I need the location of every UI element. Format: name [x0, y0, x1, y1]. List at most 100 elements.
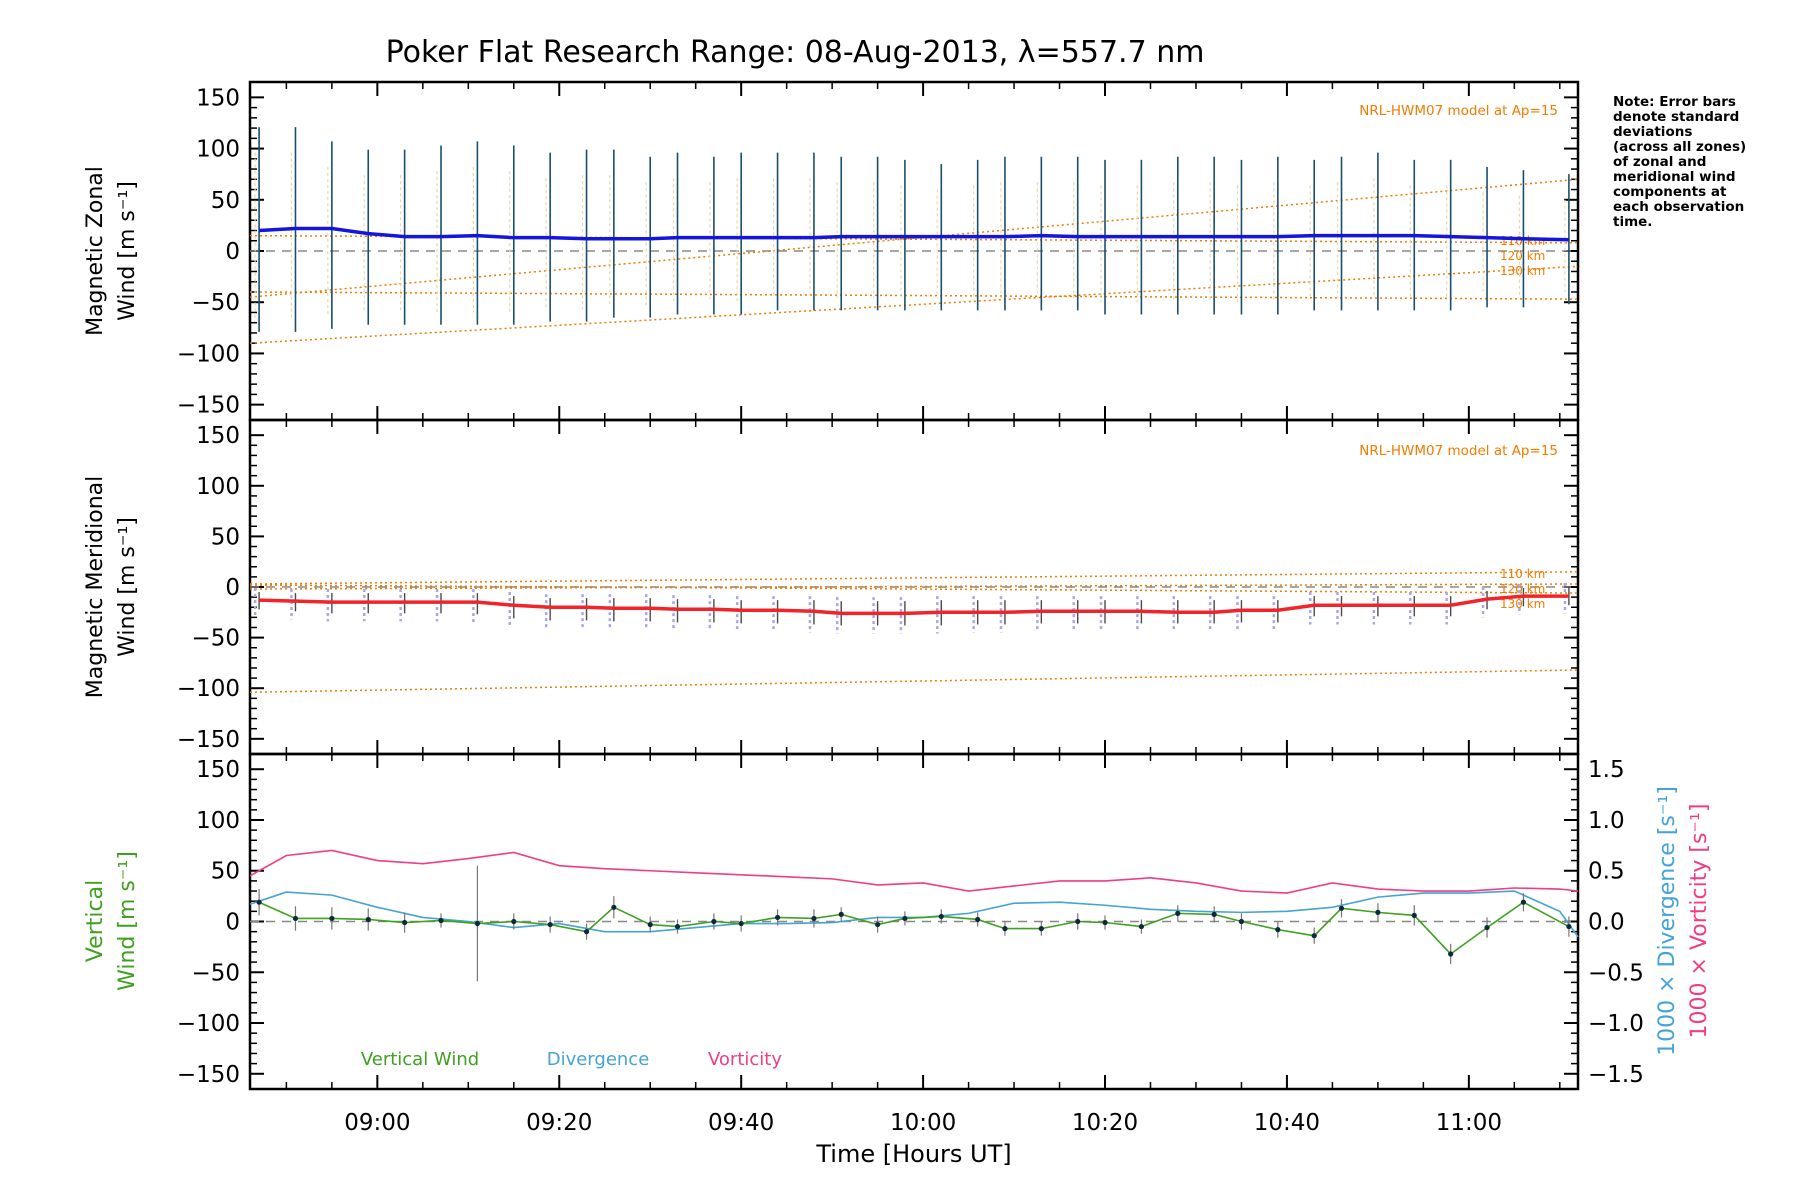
- y-tick-label: −50: [191, 290, 240, 316]
- meridional-ylabel: Magnetic Meridional Wind [m s⁻¹]: [83, 476, 140, 698]
- model-line: [249, 291, 1579, 300]
- vorticity-line: [249, 849, 1579, 894]
- axis-ticks-layer: 150 100 50 0 −50 −100 −150 150 100 50 0 −50 −100 −150…: [177, 82, 1644, 1136]
- divergence-label: 1000 × Divergence [s⁻¹]: [1655, 786, 1680, 1056]
- meridional-ylabel-line1: Magnetic Meridional: [83, 476, 108, 698]
- right-tick-label: −1.0: [1588, 1011, 1644, 1037]
- note-line: (across all zones): [1613, 139, 1746, 155]
- vertical-wind-point: [1448, 951, 1454, 957]
- vertical-ylabel: Vertical Wind [m s⁻¹]: [83, 851, 140, 991]
- vertical-wind-point: [329, 915, 335, 922]
- vertical-wind-point: [1002, 926, 1008, 932]
- vertical-wind-point: [583, 929, 590, 935]
- zonal-model-label: NRL-HWM07 model at Ap=15: [1359, 103, 1558, 119]
- note-line: denote standard: [1613, 109, 1739, 125]
- right-tick-label: 1.5: [1588, 757, 1625, 783]
- vorticity-label: 1000 × Vorticity [s⁻¹]: [1687, 804, 1712, 1039]
- vertical-wind-point: [256, 899, 262, 905]
- meridional-mean-line: [259, 594, 1569, 616]
- vertical-wind-point: [1566, 923, 1572, 930]
- y-tick-label: 0: [225, 575, 240, 601]
- vertical-wind-point: [292, 915, 299, 922]
- model-line: [249, 584, 1579, 594]
- vertical-wind-point: [1411, 912, 1417, 919]
- y-tick-label: 50: [211, 188, 240, 214]
- note-line: deviations: [1613, 124, 1692, 140]
- note-line: Note: Error bars: [1613, 94, 1736, 110]
- x-tick-label: 10:00: [890, 1110, 956, 1136]
- vertical-wind-point: [438, 917, 444, 924]
- data-layer: [249, 127, 1579, 982]
- vertical-wind-point: [611, 904, 617, 910]
- vertical-wind-point: [674, 923, 681, 930]
- right-tick-label: −0.5: [1588, 960, 1644, 986]
- y-tick-label: −50: [191, 626, 240, 652]
- vertical-wind-point: [811, 915, 817, 922]
- note-line: each observation: [1613, 199, 1744, 215]
- vertical-wind-point: [774, 914, 781, 921]
- vertical-wind-point: [365, 916, 371, 923]
- y-tick-label: 150: [196, 85, 240, 111]
- y-tick-label: 100: [196, 137, 240, 163]
- vertical-wind-point: [1338, 905, 1345, 911]
- vertical-wind-point: [1102, 919, 1108, 926]
- vertical-wind-point: [938, 913, 944, 920]
- right-tick-label: 0.0: [1588, 910, 1625, 936]
- x-tick-label: 11:00: [1436, 1110, 1502, 1136]
- y-tick-label: −50: [191, 960, 240, 986]
- meridional-ylabel-line2: Wind [m s⁻¹]: [115, 517, 140, 657]
- vertical-wind-point: [902, 915, 908, 922]
- x-tick-label: 09:20: [526, 1110, 592, 1136]
- model-line: [249, 583, 1579, 590]
- vertical-wind-point: [738, 920, 744, 927]
- y-tick-label: −150: [177, 727, 240, 753]
- y-tick-label: −150: [177, 1062, 240, 1088]
- meridional-model-label: NRL-HWM07 model at Ap=15: [1359, 443, 1558, 459]
- right-tick-label: −1.5: [1588, 1062, 1644, 1088]
- legend-divergence: Divergence: [547, 1049, 650, 1070]
- legend-vertical-wind: Vertical Wind: [361, 1049, 479, 1070]
- model-line: [249, 669, 1579, 694]
- vertical-ylabel-line2: Wind [m s⁻¹]: [115, 851, 140, 991]
- vertical-wind-point: [1484, 924, 1490, 931]
- y-tick-label: 0: [225, 239, 240, 265]
- model-altitude-label: 120 km: [1500, 582, 1545, 596]
- x-tick-label: 09:40: [708, 1110, 774, 1136]
- vertical-wind-point: [474, 920, 480, 927]
- legend-vorticity: Vorticity: [708, 1049, 782, 1070]
- y-tick-label: −150: [177, 393, 240, 419]
- vertical-wind-point: [1275, 927, 1281, 933]
- model-altitude-label: 110 km: [1500, 567, 1545, 581]
- y-tick-label: 50: [211, 524, 240, 550]
- note-block: Note: Error bars denote standard deviati…: [1613, 94, 1746, 230]
- zonal-mean-line: [258, 226, 1569, 242]
- vertical-ylabel-line1: Vertical: [83, 880, 108, 962]
- note-line: of zonal and: [1613, 154, 1706, 170]
- y-tick-label: 0: [225, 910, 240, 936]
- y-tick-label: 150: [196, 423, 240, 449]
- vertical-wind-point: [1211, 911, 1217, 917]
- y-tick-label: 100: [196, 808, 240, 834]
- y-tick-label: 150: [196, 757, 240, 783]
- vertical-wind-point: [647, 921, 653, 928]
- vertical-wind-point: [1311, 933, 1317, 939]
- chart-title: Poker Flat Research Range: 08-Aug-2013, …: [386, 35, 1205, 70]
- vertical-wind-point: [1038, 926, 1044, 932]
- vertical-wind-point: [875, 921, 881, 928]
- note-line: time.: [1613, 214, 1652, 230]
- y-tick-label: −100: [177, 676, 240, 702]
- y-tick-label: 50: [211, 859, 240, 885]
- y-tick-label: 100: [196, 474, 240, 500]
- vertical-wind-point: [1238, 918, 1245, 925]
- model-line: [249, 265, 1579, 344]
- note-line: components at: [1613, 184, 1727, 200]
- x-tick-label: 09:00: [344, 1110, 410, 1136]
- vertical-wind-point: [975, 916, 981, 923]
- zonal-ylabel: Magnetic Zonal Wind [m s⁻¹]: [83, 166, 140, 336]
- vertical-wind-point: [511, 918, 517, 925]
- x-tick-label: 10:40: [1254, 1110, 1320, 1136]
- note-line: meridional wind: [1613, 169, 1736, 185]
- divergence-axis-label: 1000 × Divergence [s⁻¹]: [1655, 786, 1680, 1056]
- right-tick-label: 1.0: [1588, 808, 1625, 834]
